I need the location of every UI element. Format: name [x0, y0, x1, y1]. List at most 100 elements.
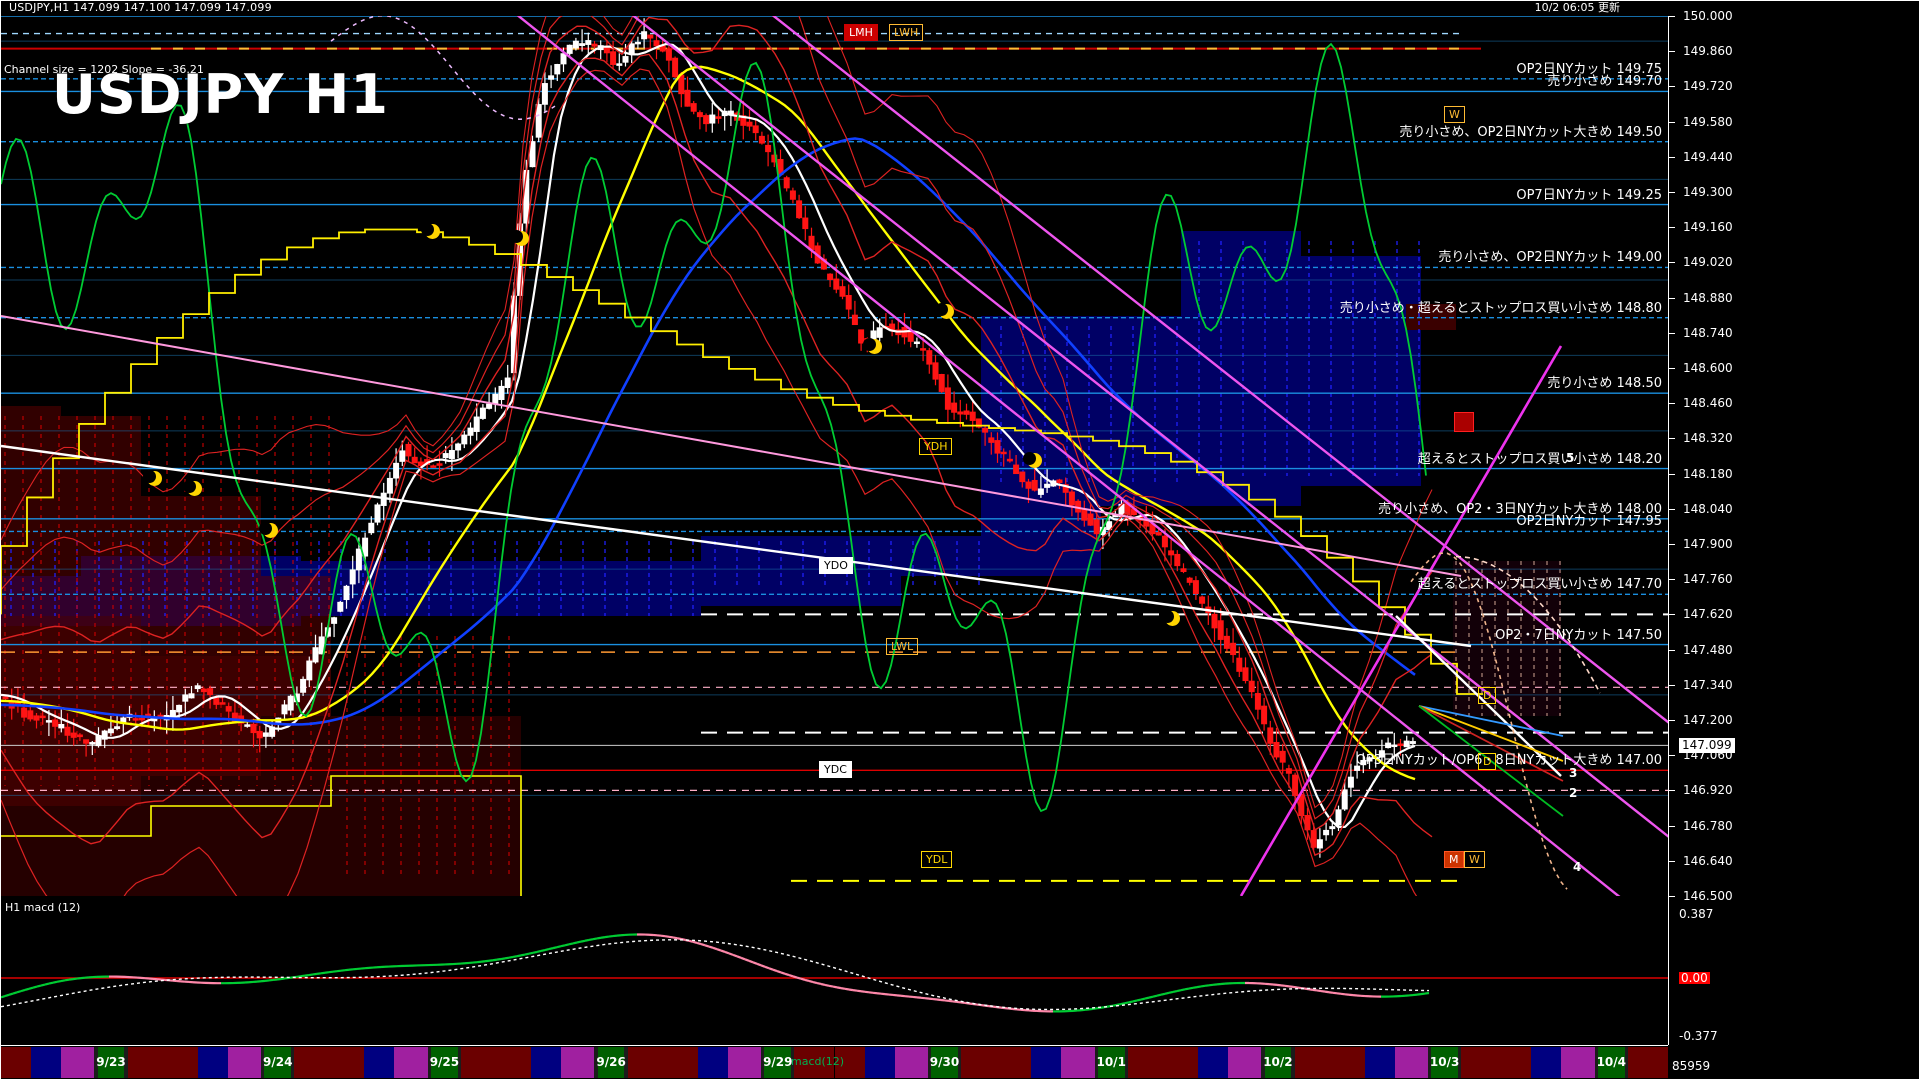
chart-tag-lmh: LMH — [844, 24, 878, 41]
session-moon-marker — [935, 303, 954, 319]
date-label-block — [97, 1047, 125, 1078]
ribbon-divider — [1, 1045, 1668, 1046]
chart-tag-lwh: LWH — [889, 24, 924, 41]
macd-pane[interactable] — [1, 900, 1668, 1045]
macd-info-label: H1 macd (12) — [5, 901, 81, 914]
date-axis-label[interactable]: 9/24 — [262, 1055, 293, 1069]
date-label-block — [264, 1047, 292, 1078]
price-level-annotation: OP7日NYカット 149.25 — [1516, 187, 1662, 203]
session-segment — [561, 1047, 595, 1078]
chart-tag-marker — [1454, 412, 1474, 432]
session-segment — [794, 1047, 835, 1078]
session-segment — [864, 1047, 895, 1078]
session-moon-marker — [510, 230, 529, 246]
price-tick — [1669, 579, 1675, 581]
chart-tag-w: W — [1464, 851, 1485, 868]
date-label-block — [931, 1047, 958, 1078]
price-level-annotation: 売り小さめ、OP2・3日NYカット大きめ 148.00 — [1378, 501, 1662, 517]
price-level-annotation: OP2日NYカット 147.95 — [1516, 514, 1662, 530]
price-tick — [1669, 544, 1675, 545]
session-segment — [364, 1047, 395, 1078]
price-tick — [1669, 121, 1675, 123]
fib-level-digit: 2 — [1569, 786, 1578, 800]
date-axis-label[interactable]: 10/2 — [1263, 1055, 1293, 1069]
price-level-annotation: 売り小さめ・超えるとストップロス買い小さめ 148.80 — [1339, 300, 1662, 316]
price-tick — [1669, 614, 1675, 616]
price-level-annotation: 超えるとストップロス買い小さめ 148.20 — [1417, 451, 1662, 467]
date-axis-label[interactable]: 10/4 — [1596, 1055, 1627, 1069]
price-scale-label: 148.600 — [1683, 361, 1733, 375]
date-axis-label[interactable]: 9/26 — [596, 1055, 626, 1069]
price-scale[interactable]: 150.000 149.860 149.720 149.580 149.440 149.3… — [1669, 10, 1919, 902]
price-chart-pane[interactable] — [1, 16, 1668, 896]
session-moon-marker — [1161, 610, 1180, 626]
date-axis-label[interactable]: 9/30 — [929, 1055, 960, 1069]
date-axis[interactable]: 9/23 9/24 9/25 9/26 9/29 9/30 10/1 10/2 10/3 10/4… — [1, 1047, 1668, 1078]
price-level-annotation: OP3日NYカット/OP6・8日NYカット大きめ 147.00 — [1355, 753, 1662, 769]
price-scale-label: 146.920 — [1683, 783, 1733, 798]
scale-divider — [1668, 16, 1669, 1045]
chart-tag-d: D — [1478, 687, 1497, 704]
chart-tag-ydl: YDL — [921, 851, 953, 868]
session-segment — [1501, 1047, 1532, 1078]
date-axis-label[interactable]: 9/29 — [763, 1055, 793, 1069]
session-segment — [834, 1047, 865, 1078]
macd-scale-label: 0.00 — [1679, 971, 1710, 985]
chart-tag-w: W — [1444, 106, 1465, 123]
price-tick — [1669, 649, 1675, 651]
price-tick — [1669, 51, 1675, 53]
price-tick — [1669, 755, 1675, 757]
last-updated-label: 10/2 06:05 更新 — [1534, 1, 1620, 14]
price-tick — [1669, 368, 1675, 369]
price-scale-label: 149.440 — [1683, 149, 1733, 164]
price-tick — [1669, 790, 1675, 792]
price-scale-label: 147.340 — [1683, 677, 1733, 692]
price-tick — [1669, 860, 1675, 862]
session-segment — [31, 1047, 61, 1078]
session-segment — [227, 1047, 262, 1078]
price-tick — [1669, 825, 1675, 827]
date-axis-label[interactable]: 10/1 — [1096, 1055, 1126, 1069]
date-label-block — [1264, 1047, 1292, 1078]
fib-level-digit: 5 — [1566, 451, 1575, 465]
macd-ribbon-note: macd(12) — [791, 1055, 845, 1068]
session-segment — [1294, 1047, 1335, 1078]
session-segment — [1197, 1047, 1228, 1078]
fib-level-digit: 3 — [1569, 766, 1578, 780]
date-label-block — [1097, 1047, 1125, 1078]
price-tick — [1669, 227, 1675, 229]
chart-watermark: USDJPY H1 — [52, 63, 389, 126]
session-segment — [167, 1047, 198, 1078]
session-moon-marker — [421, 223, 440, 239]
price-level-annotation: 売り小さめ、OP2日NYカット大きめ 149.50 — [1399, 124, 1662, 140]
price-scale-label: 150.000 — [1683, 9, 1733, 23]
fib-level-digit: 4 — [1573, 860, 1582, 874]
price-scale-label: 148.740 — [1683, 325, 1733, 340]
session-segment — [1561, 1047, 1595, 1078]
date-axis-label[interactable]: 9/25 — [429, 1055, 460, 1069]
date-axis-label[interactable]: 10/3 — [1429, 1055, 1460, 1069]
date-axis-label[interactable]: 9/23 — [96, 1055, 126, 1069]
price-scale-label: 149.020 — [1683, 255, 1733, 270]
session-segment — [501, 1047, 532, 1078]
macd-canvas — [1, 933, 1668, 1013]
session-segment — [394, 1047, 428, 1078]
macd-scale-label: -0.377 — [1679, 1029, 1718, 1043]
price-scale-label: 148.320 — [1683, 431, 1733, 446]
session-segment — [127, 1047, 168, 1078]
session-segment — [1334, 1047, 1365, 1078]
chart-tag-m: M — [1444, 851, 1464, 868]
session-segment — [61, 1047, 95, 1078]
price-scale-label: 148.880 — [1683, 290, 1733, 305]
price-scale-label: 149.720 — [1683, 79, 1733, 94]
price-tick — [1669, 438, 1675, 440]
session-moon-marker — [143, 470, 162, 486]
price-scale-label: 148.180 — [1683, 466, 1733, 481]
price-scale-label: 149.580 — [1683, 114, 1733, 129]
session-segment — [1, 1047, 31, 1078]
price-level-annotation: 超えるとストップロス買い小さめ 147.70 — [1417, 577, 1662, 593]
price-scale-label: 148.040 — [1683, 501, 1733, 516]
price-tick — [1669, 332, 1675, 334]
